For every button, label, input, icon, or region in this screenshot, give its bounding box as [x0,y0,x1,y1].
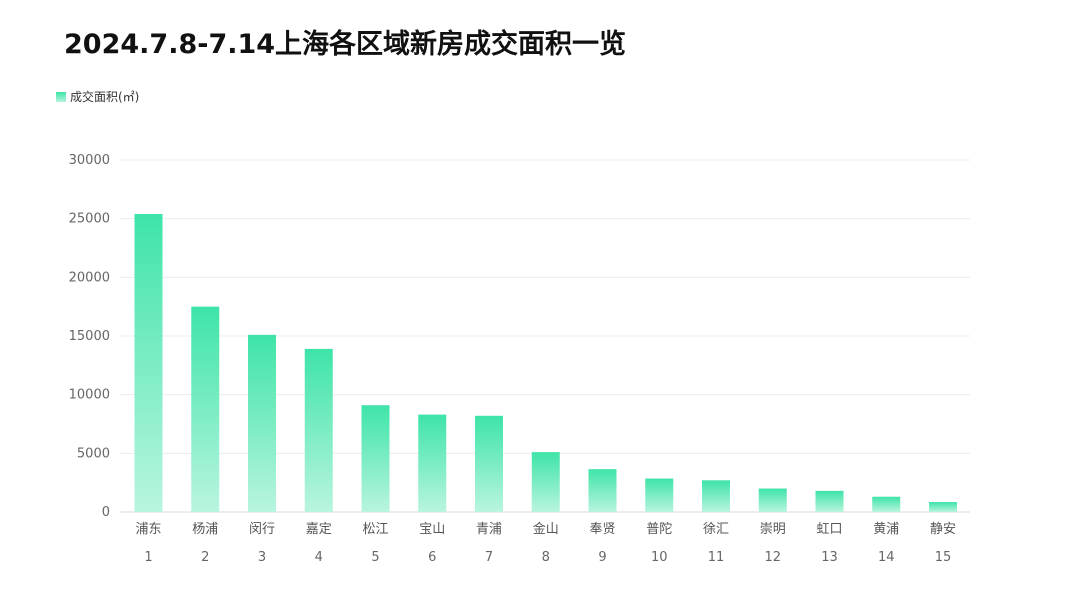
x-rank-label: 12 [764,550,781,565]
bar-7 [475,415,503,512]
y-tick-label: 30000 [69,153,110,168]
y-tick-label: 0 [102,505,110,520]
x-category-label: 宝山 [419,522,445,537]
x-rank-label: 15 [935,550,952,565]
y-tick-label: 20000 [69,270,110,285]
x-rank-label: 6 [428,550,436,565]
x-rank-label: 1 [144,550,152,565]
x-rank-label: 14 [878,550,895,565]
y-tick-label: 10000 [69,388,110,403]
x-rank-label: 13 [821,550,838,565]
bar-9 [588,469,617,512]
bar-13 [815,490,844,512]
x-category-label: 普陀 [646,521,672,537]
x-rank-label: 11 [708,550,725,565]
bar-2 [191,306,220,512]
legend: 成交面积(㎡) [56,88,139,105]
x-rank-label: 2 [201,550,209,565]
x-category-label: 闵行 [249,522,275,537]
bars [134,213,957,512]
bar-10 [645,478,674,512]
legend-swatch [56,91,66,102]
bar-8 [531,452,560,512]
x-category-label: 奉贤 [589,522,615,537]
bar-11 [702,480,730,512]
x-rank-label: 5 [371,550,379,565]
x-rank-label: 7 [485,550,493,565]
x-rank-label: 9 [598,550,606,565]
y-tick-label: 25000 [69,212,110,227]
x-category-label: 虹口 [816,522,842,537]
bar-15 [929,502,957,512]
x-category-label: 静安 [930,522,956,537]
bar-6 [418,414,447,512]
x-rank-label: 10 [651,550,668,565]
x-rank-label: 8 [542,550,550,565]
y-axis-ticks: 0 5000 10000 15000 20000 25000 30000 [69,153,110,520]
x-rank-label: 3 [258,550,266,565]
x-category-label: 杨浦 [192,522,218,537]
x-category-label: 松江 [362,522,388,537]
bar-5 [361,405,390,512]
y-tick-label: 5000 [77,446,110,461]
x-category-label: 黄浦 [873,522,899,537]
legend-label: 成交面积(㎡) [70,90,140,104]
x-axis-labels: 浦东 1 杨浦 2 闵行 3 嘉定 4 松江 5 宝山 6 青浦 7 金山 8 奉贤 9 普陀 10 徐汇 11 崇明 12 虹… [135,521,956,565]
x-category-label: 嘉定 [306,522,332,537]
chart-title: 2024.7.8-7.14上海各区域新房成交面积一览 [64,29,627,60]
x-category-label: 徐汇 [703,522,729,537]
x-category-label: 金山 [533,521,559,537]
x-category-label: 崇明 [760,522,786,537]
bar-4 [304,348,333,512]
x-category-label: 青浦 [476,522,502,537]
bar-3 [248,334,276,512]
x-category-label: 浦东 [135,522,161,537]
bar-1 [134,213,163,512]
bar-14 [872,496,901,512]
bar-12 [758,488,787,512]
x-rank-label: 4 [315,550,323,565]
y-tick-label: 15000 [69,329,110,344]
